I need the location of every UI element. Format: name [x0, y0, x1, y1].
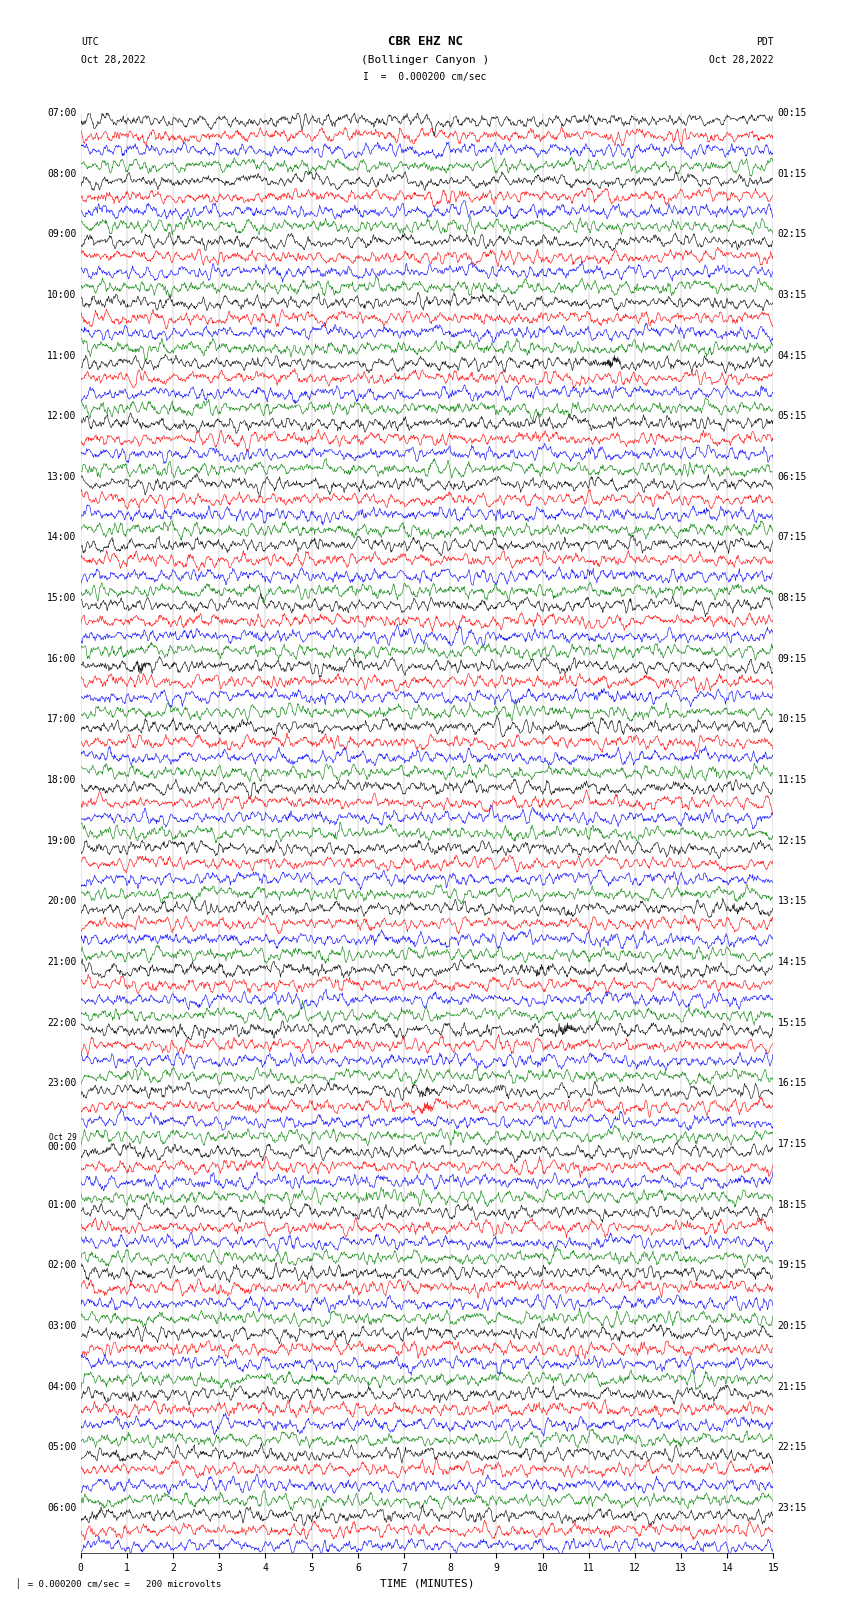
- Text: 21:15: 21:15: [778, 1382, 807, 1392]
- Text: 10:15: 10:15: [778, 715, 807, 724]
- Text: ▏ = 0.000200 cm/sec =   200 microvolts: ▏ = 0.000200 cm/sec = 200 microvolts: [17, 1579, 221, 1589]
- Text: 12:00: 12:00: [47, 411, 76, 421]
- Text: Oct 28,2022: Oct 28,2022: [709, 55, 774, 65]
- Text: 00:15: 00:15: [778, 108, 807, 118]
- Text: UTC: UTC: [81, 37, 99, 47]
- Text: 12:15: 12:15: [778, 836, 807, 845]
- Text: 11:00: 11:00: [47, 350, 76, 360]
- Text: 05:15: 05:15: [778, 411, 807, 421]
- Text: 09:00: 09:00: [47, 229, 76, 239]
- Text: 04:00: 04:00: [47, 1382, 76, 1392]
- Text: 20:00: 20:00: [47, 897, 76, 907]
- Text: 17:15: 17:15: [778, 1139, 807, 1148]
- Text: 18:15: 18:15: [778, 1200, 807, 1210]
- Text: 06:00: 06:00: [47, 1503, 76, 1513]
- Text: 05:00: 05:00: [47, 1442, 76, 1452]
- Text: 15:00: 15:00: [47, 594, 76, 603]
- Text: 08:00: 08:00: [47, 169, 76, 179]
- Text: 03:00: 03:00: [47, 1321, 76, 1331]
- Text: 19:15: 19:15: [778, 1260, 807, 1269]
- Text: 23:00: 23:00: [47, 1079, 76, 1089]
- X-axis label: TIME (MINUTES): TIME (MINUTES): [380, 1579, 474, 1589]
- Text: 08:15: 08:15: [778, 594, 807, 603]
- Text: PDT: PDT: [756, 37, 774, 47]
- Text: 14:15: 14:15: [778, 957, 807, 966]
- Text: Oct 28,2022: Oct 28,2022: [81, 55, 145, 65]
- Text: 07:00: 07:00: [47, 108, 76, 118]
- Text: 16:00: 16:00: [47, 653, 76, 663]
- Text: 13:15: 13:15: [778, 897, 807, 907]
- Text: Oct 29: Oct 29: [48, 1132, 76, 1142]
- Text: 01:15: 01:15: [778, 169, 807, 179]
- Text: 01:00: 01:00: [47, 1200, 76, 1210]
- Text: 15:15: 15:15: [778, 1018, 807, 1027]
- Text: 22:00: 22:00: [47, 1018, 76, 1027]
- Text: 07:15: 07:15: [778, 532, 807, 542]
- Text: 17:00: 17:00: [47, 715, 76, 724]
- Text: 00:00: 00:00: [47, 1142, 76, 1152]
- Text: 19:00: 19:00: [47, 836, 76, 845]
- Text: 04:15: 04:15: [778, 350, 807, 360]
- Text: 21:00: 21:00: [47, 957, 76, 966]
- Text: 14:00: 14:00: [47, 532, 76, 542]
- Text: 18:00: 18:00: [47, 776, 76, 786]
- Text: 13:00: 13:00: [47, 473, 76, 482]
- Text: 09:15: 09:15: [778, 653, 807, 663]
- Text: 02:15: 02:15: [778, 229, 807, 239]
- Text: (Bollinger Canyon ): (Bollinger Canyon ): [361, 55, 489, 65]
- Text: 11:15: 11:15: [778, 776, 807, 786]
- Text: 02:00: 02:00: [47, 1260, 76, 1269]
- Text: CBR EHZ NC: CBR EHZ NC: [388, 35, 462, 48]
- Text: 23:15: 23:15: [778, 1503, 807, 1513]
- Text: 10:00: 10:00: [47, 290, 76, 300]
- Text: 22:15: 22:15: [778, 1442, 807, 1452]
- Text: 20:15: 20:15: [778, 1321, 807, 1331]
- Text: 06:15: 06:15: [778, 473, 807, 482]
- Text: 16:15: 16:15: [778, 1079, 807, 1089]
- Text: 03:15: 03:15: [778, 290, 807, 300]
- Text: I  =  0.000200 cm/sec: I = 0.000200 cm/sec: [363, 73, 487, 82]
